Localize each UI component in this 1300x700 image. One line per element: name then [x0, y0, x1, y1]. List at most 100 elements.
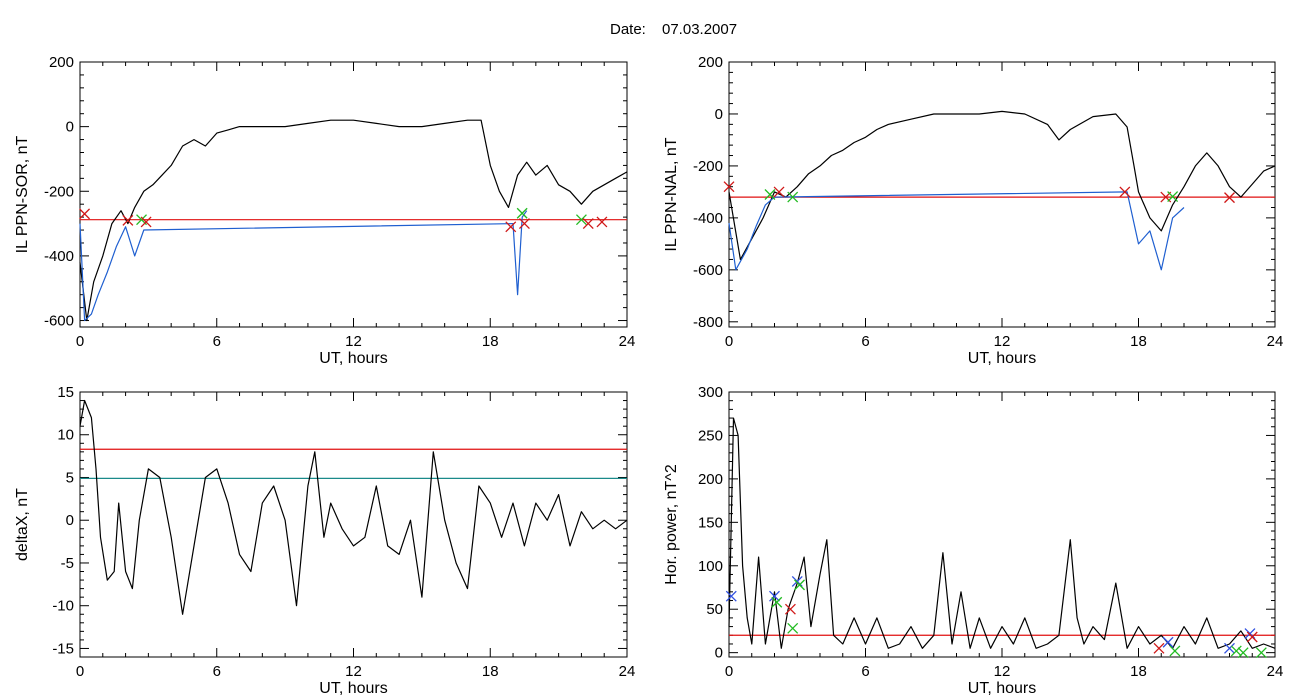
y-tick-label: -5: [61, 555, 74, 572]
y-tick-label: 200: [698, 471, 723, 488]
y-axis-label: deltaX, nT: [14, 488, 31, 561]
marker-x: [787, 622, 799, 634]
x-tick-label: 18: [482, 333, 499, 350]
marker-x: [1167, 191, 1179, 203]
series-line: [79, 210, 528, 322]
y-tick-label: 250: [698, 427, 723, 444]
marker-stroke: [140, 216, 152, 228]
marker-stroke: [1244, 628, 1256, 640]
x-axis-label: UT, hours: [319, 350, 387, 367]
marker-stroke: [787, 191, 799, 203]
marker-stroke: [79, 208, 91, 220]
marker-stroke: [516, 207, 528, 219]
marker-stroke: [791, 575, 803, 587]
marker-stroke: [784, 603, 796, 615]
panel-power: 0 6 12 18 24 300 250 200 150 100 50 0 UT, hours Hor. …: [663, 384, 1283, 697]
marker-x: [1244, 628, 1256, 640]
x-axis-label: UT, hours: [968, 350, 1036, 367]
y-tick-label: 300: [698, 384, 723, 401]
marker-x: [784, 603, 796, 615]
marker-stroke: [518, 218, 530, 230]
plot-frame: [79, 61, 628, 328]
y-tick-label: -800: [693, 314, 723, 331]
x-tick-label: 18: [1130, 663, 1147, 680]
marker-x: [79, 208, 91, 220]
marker-x: [764, 189, 776, 200]
series-line: [79, 399, 628, 615]
marker-stroke: [769, 590, 780, 602]
header: Date: 07.03.2007: [610, 21, 737, 38]
x-tick-label: 12: [994, 333, 1011, 350]
y-tick-label: 200: [698, 54, 723, 71]
x-tick-label: 6: [213, 663, 221, 680]
x-tick-label: 12: [345, 663, 362, 680]
y-tick-label: -10: [52, 598, 74, 615]
plot-frame: [728, 61, 1276, 328]
marker-stroke: [1224, 192, 1235, 204]
marker-x: [1230, 645, 1242, 657]
marker-x: [575, 214, 587, 226]
y-tick-label: -200: [693, 158, 723, 175]
y-tick-label: 150: [698, 514, 723, 531]
marker-x: [516, 207, 528, 219]
marker-x: [769, 590, 780, 602]
marker-stroke: [723, 181, 735, 193]
marker-x: [596, 216, 608, 228]
date-label: Date:: [610, 21, 646, 38]
date-value: 07.03.2007: [662, 21, 737, 38]
series-line: [728, 110, 1276, 261]
y-tick-label: 15: [57, 384, 74, 401]
marker-stroke: [1162, 636, 1174, 648]
x-tick-label: 0: [76, 333, 84, 350]
marker-stroke: [1237, 647, 1249, 659]
marker-x: [1162, 636, 1174, 648]
marker-x: [1169, 645, 1181, 657]
y-tick-label: 0: [715, 106, 723, 123]
marker-x: [1255, 647, 1267, 659]
x-tick-label: 18: [482, 663, 499, 680]
marker-x: [794, 579, 805, 591]
marker-x: [122, 214, 134, 226]
marker-x: [1246, 631, 1258, 643]
marker-stroke: [773, 186, 785, 198]
plot-frame: [79, 391, 628, 658]
y-tick-label: 100: [698, 558, 723, 575]
y-tick-label: 5: [66, 469, 74, 486]
y-tick-label: -600: [44, 313, 74, 330]
marker-stroke: [764, 189, 776, 200]
x-tick-label: 24: [619, 333, 636, 350]
marker-stroke: [771, 596, 783, 608]
marker-x: [1153, 642, 1165, 654]
x-tick-label: 6: [213, 333, 221, 350]
marker-x: [1224, 642, 1235, 654]
y-tick-label: -400: [44, 248, 74, 265]
x-tick-label: 6: [861, 663, 869, 680]
y-tick-label: 10: [57, 427, 74, 444]
marker-stroke: [136, 214, 147, 226]
marker-stroke: [505, 221, 517, 233]
marker-stroke: [725, 590, 737, 602]
y-tick-label: -200: [44, 183, 74, 200]
marker-stroke: [1167, 191, 1179, 203]
y-axis-label: IL PPN-SOR, nT: [14, 135, 31, 253]
x-tick-label: 6: [861, 333, 869, 350]
x-tick-label: 24: [619, 663, 636, 680]
marker-stroke: [1169, 645, 1181, 657]
x-tick-label: 24: [1267, 333, 1284, 350]
y-tick-label: -600: [693, 262, 723, 279]
marker-stroke: [1246, 631, 1258, 643]
panels: 0 6 12 18 24 200 0 -200 -400 -600 UT, hours IL PPN-…: [14, 54, 1283, 697]
plot-frame: [728, 391, 1276, 658]
x-tick-label: 12: [994, 663, 1011, 680]
series-line: [728, 417, 1276, 649]
x-axis-label: UT, hours: [319, 680, 387, 697]
y-tick-label: -400: [693, 210, 723, 227]
x-tick-label: 24: [1267, 663, 1284, 680]
panel-sor: 0 6 12 18 24 200 0 -200 -400 -600 UT, hours IL PPN-…: [14, 54, 635, 367]
y-tick-label: 200: [49, 54, 74, 71]
marker-x: [725, 590, 737, 602]
marker-stroke: [575, 214, 587, 226]
marker-stroke: [582, 218, 594, 230]
marker-x: [1237, 647, 1249, 659]
y-tick-label: -15: [52, 640, 74, 657]
